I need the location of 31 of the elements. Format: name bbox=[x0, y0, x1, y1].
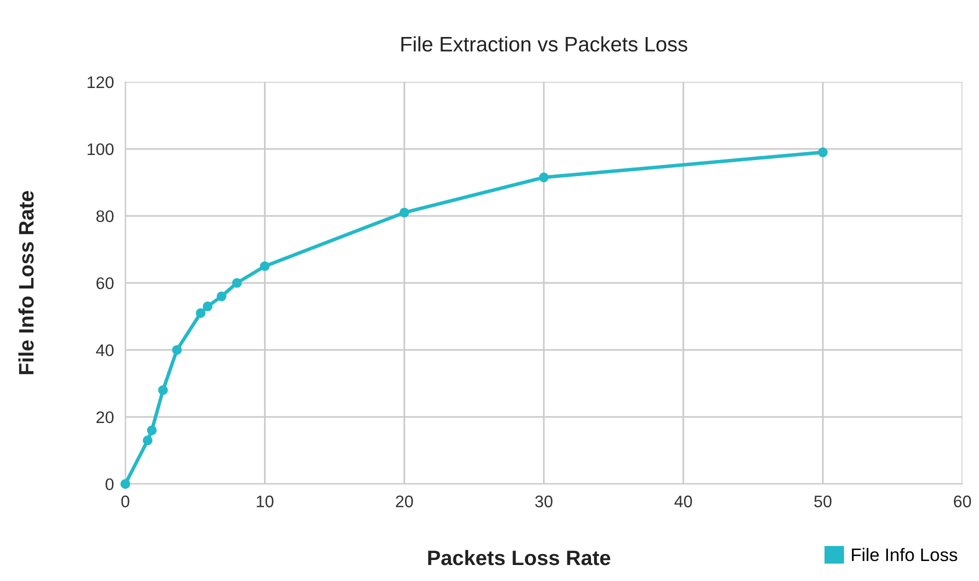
point bbox=[158, 385, 168, 396]
legend-label: File Info Loss bbox=[852, 548, 958, 562]
point bbox=[146, 426, 157, 436]
x-axis-title: Packets Loss Rate bbox=[428, 550, 610, 566]
point bbox=[202, 302, 212, 312]
x-tick-label: 60 bbox=[954, 496, 971, 508]
x-tick-label: 20 bbox=[396, 496, 413, 508]
y-tick-label: 20 bbox=[96, 411, 114, 424]
y-tick-label: 120 bbox=[88, 76, 114, 88]
point bbox=[142, 436, 152, 446]
y-tick-label: 100 bbox=[88, 143, 114, 156]
y-tick-label: 40 bbox=[96, 344, 114, 356]
y-tick-label: 0 bbox=[106, 478, 114, 490]
x-tick-label: 50 bbox=[814, 496, 832, 508]
point bbox=[196, 308, 206, 318]
x-tick-label: 40 bbox=[674, 496, 692, 508]
point bbox=[216, 291, 226, 302]
chart-title: File Extraction vs Packets Loss bbox=[401, 36, 688, 52]
x-tick-label: 30 bbox=[535, 496, 552, 508]
point bbox=[232, 278, 242, 288]
y-axis-title: File Info Loss Rate bbox=[18, 191, 34, 374]
point bbox=[172, 345, 182, 355]
point bbox=[399, 208, 410, 218]
point bbox=[120, 479, 130, 489]
y-tick-label: 60 bbox=[96, 277, 114, 290]
x-tick-label: 10 bbox=[256, 496, 274, 508]
x-tick-label: 0 bbox=[121, 496, 130, 508]
point bbox=[818, 147, 828, 158]
y-tick-label: 80 bbox=[96, 210, 114, 222]
point bbox=[260, 261, 270, 272]
point bbox=[538, 172, 549, 182]
